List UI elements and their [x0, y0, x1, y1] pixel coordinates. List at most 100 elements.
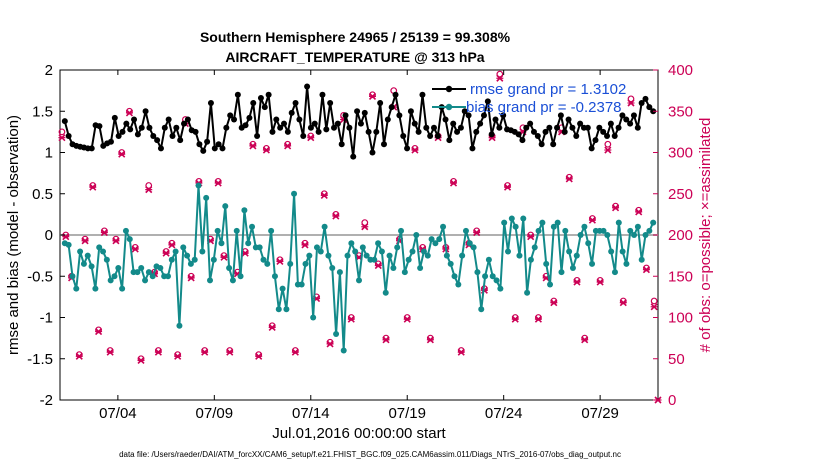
bias-data-point: [96, 244, 103, 251]
bias-data-point: [283, 306, 290, 313]
obs-possible-marker: [284, 140, 292, 148]
obs-possible-marker: [268, 322, 276, 330]
y-tick-label: -0.5: [27, 268, 53, 285]
bias-data-point: [207, 277, 214, 284]
bias-data-point: [73, 285, 80, 292]
rmse-data-point: [454, 128, 461, 135]
obs-possible-marker: [276, 256, 284, 264]
obs-count-layer: [58, 70, 662, 404]
bias-data-point: [470, 244, 477, 251]
obs-possible-marker: [301, 239, 309, 247]
obs-possible-marker: [332, 210, 340, 218]
bias-data-point: [203, 194, 210, 201]
y-tick-label: 1: [45, 145, 53, 162]
bias-data-point: [313, 244, 320, 251]
rmse-data-point: [427, 133, 434, 139]
legend: rmse grand pr = 1.3102 bias grand pr = -…: [432, 81, 626, 116]
bias-data-point: [451, 273, 458, 280]
rmse-data-point: [96, 123, 103, 130]
rmse-data-point: [111, 114, 118, 121]
rmse-data-point: [473, 128, 480, 135]
bias-data-point: [577, 232, 584, 238]
rmse-data-point: [146, 124, 153, 131]
bias-data-point: [291, 190, 298, 197]
bias-data-point: [218, 240, 225, 247]
y-tick-label: -1.5: [27, 351, 53, 368]
bias-data-point: [627, 227, 634, 234]
rmse-data-point: [488, 131, 495, 138]
bias-data-point: [88, 263, 95, 270]
rmse-data-point: [131, 116, 138, 123]
bias-data-point: [501, 219, 508, 226]
bias-data-point: [264, 260, 271, 267]
obs-possible-marker: [581, 334, 589, 342]
obs-possible-marker: [89, 182, 97, 189]
rmse-data-point: [530, 128, 537, 135]
obs-possible-marker: [473, 227, 481, 235]
bias-data-point: [184, 252, 191, 259]
bias-data-point: [432, 240, 439, 247]
rmse-data-point: [157, 145, 164, 152]
rmse-data-point: [277, 124, 284, 131]
rmse-data-point: [542, 128, 549, 135]
bias-data-point: [547, 281, 554, 288]
bias-data-point: [409, 248, 416, 255]
rmse-data-point: [430, 124, 437, 131]
y-tick-label: 0.5: [32, 186, 53, 203]
rmse-data-point: [523, 124, 530, 131]
rmse-data-point: [457, 124, 464, 131]
bias-data-point: [543, 260, 550, 267]
bias-data-point: [642, 232, 649, 238]
x-tick-label: 07/04: [99, 405, 137, 422]
rmse-data-point: [465, 112, 472, 119]
rmse-data-point: [292, 100, 299, 106]
x-tick-label: 07/09: [196, 405, 234, 422]
rmse-data-point: [281, 120, 288, 127]
rmse-data-point: [342, 112, 349, 119]
rmse-data-point: [419, 91, 426, 98]
obs-possible-marker: [627, 95, 635, 103]
rmse-data-point: [207, 100, 214, 106]
obs-possible-marker: [496, 70, 504, 78]
rmse-data-point: [573, 133, 580, 139]
bias-data-point: [164, 273, 171, 280]
y-right-tick-label: 250: [668, 186, 693, 203]
obs-possible-marker: [168, 239, 176, 247]
rmse-data-point: [611, 133, 618, 139]
bias-data-point: [149, 273, 156, 280]
chart-title-line1: Southern Hemisphere 24965 / 25139 = 99.3…: [200, 29, 511, 45]
rmse-data-point: [331, 124, 338, 131]
rmse-data-point: [315, 128, 322, 135]
bias-data-point: [478, 306, 485, 313]
obs-possible-marker: [201, 347, 209, 354]
rmse-data-point: [480, 112, 487, 119]
bias-data-point: [340, 347, 347, 354]
rmse-data-point: [327, 100, 334, 106]
rmse-data-point: [177, 137, 184, 144]
bias-data-point: [233, 227, 240, 234]
obs-possible-marker: [81, 235, 89, 243]
rmse-data-point: [196, 141, 203, 148]
rmse-data-point: [630, 112, 637, 119]
obs-possible-marker: [635, 206, 643, 214]
obs-possible-marker: [573, 276, 581, 284]
rmse-data-point: [596, 124, 603, 131]
bias-data-point: [527, 256, 534, 263]
bias-data-point: [539, 219, 546, 226]
bias-data-point: [516, 252, 523, 259]
rmse-data-point: [288, 109, 295, 116]
bias-data-point: [245, 240, 252, 247]
bias-data-point: [111, 273, 118, 280]
rmse-data-point: [538, 141, 545, 148]
obs-possible-marker: [58, 128, 66, 136]
rmse-data-point: [484, 98, 491, 105]
bias-data-point: [103, 256, 110, 263]
bias-data-point: [371, 256, 378, 263]
rmse-data-point: [500, 112, 507, 119]
rmse-data-point: [284, 128, 291, 135]
rmse-data-point: [223, 124, 230, 131]
rmse-data-point: [477, 120, 484, 127]
rmse-data-point: [442, 116, 449, 123]
bias-data-point: [333, 331, 340, 337]
